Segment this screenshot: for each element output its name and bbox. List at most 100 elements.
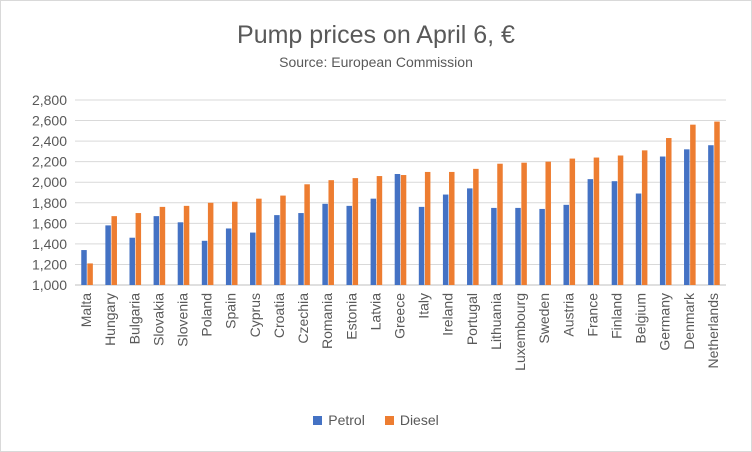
x-tick-label: Netherlands bbox=[705, 293, 721, 369]
bar-petrol-hungary bbox=[105, 225, 111, 285]
bar-diesel-germany bbox=[666, 138, 672, 285]
bar-petrol-latvia bbox=[370, 198, 377, 285]
bar-diesel-portugal bbox=[473, 168, 479, 285]
bar-petrol-denmark bbox=[684, 149, 690, 285]
x-tick-label: Greece bbox=[392, 293, 408, 339]
bar-petrol-bulgaria bbox=[129, 237, 135, 285]
bar-petrol-slovenia bbox=[177, 222, 184, 285]
x-tick-label: Lithuania bbox=[488, 293, 504, 350]
legend: Petrol Diesel bbox=[1, 412, 751, 428]
x-tick-label: Croatia bbox=[271, 293, 287, 338]
x-tick-label: Ireland bbox=[440, 293, 456, 336]
bar-petrol-greece bbox=[394, 174, 401, 285]
x-tick-label: Belgium bbox=[633, 293, 649, 344]
x-tick-label: Denmark bbox=[681, 292, 697, 350]
y-tick-label: 2,000 bbox=[32, 174, 67, 190]
bar-diesel-croatia bbox=[280, 195, 286, 285]
y-tick-labels: 1,000 1,200 1,400 1,600 1,800 2,000 2,200 2,400… bbox=[32, 92, 67, 293]
x-tick-labels: Malta Hungary Bulgaria Slovakia Slovenia Pola… bbox=[78, 292, 721, 371]
x-tick-label: Bulgaria bbox=[126, 293, 142, 345]
x-tick-label: Malta bbox=[78, 293, 94, 327]
bar-petrol-italy bbox=[418, 206, 425, 285]
chart-subtitle: Source: European Commission bbox=[279, 54, 473, 70]
bar-petrol-romania bbox=[322, 203, 328, 285]
bar-diesel-denmark bbox=[690, 124, 696, 286]
legend-label-diesel: Diesel bbox=[399, 412, 439, 428]
bar-diesel-italy bbox=[424, 171, 431, 285]
bar-diesel-belgium bbox=[641, 150, 648, 285]
bar-petrol-ireland bbox=[442, 194, 449, 285]
x-tick-label: Portugal bbox=[464, 293, 480, 345]
y-tick-label: 1,000 bbox=[32, 277, 67, 293]
bar-diesel-austria bbox=[569, 158, 576, 285]
legend-item-diesel: Diesel bbox=[384, 412, 439, 428]
x-tick-label: Austria bbox=[560, 293, 576, 337]
bar-diesel-hungary bbox=[111, 216, 117, 285]
bar-diesel-slovakia bbox=[159, 206, 166, 285]
x-tick-label: Sweden bbox=[536, 293, 552, 344]
x-tick-label: Poland bbox=[199, 293, 215, 337]
bar-diesel-finland bbox=[617, 155, 624, 285]
bar-petrol-portugal bbox=[467, 188, 473, 285]
legend-label-petrol: Petrol bbox=[328, 412, 365, 428]
y-tick-label: 2,200 bbox=[32, 154, 67, 170]
bar-petrol-cyprus bbox=[250, 232, 256, 285]
chart-title: Pump prices on April 6, € bbox=[237, 21, 515, 49]
bar-petrol-malta bbox=[81, 250, 87, 285]
bar-petrol-estonia bbox=[346, 205, 352, 285]
bar-petrol-finland bbox=[611, 181, 618, 285]
bar-petrol-france bbox=[587, 179, 594, 285]
x-tick-label: Estonia bbox=[343, 293, 359, 340]
legend-swatch-diesel bbox=[384, 415, 394, 425]
bar-diesel-slovenia bbox=[183, 205, 190, 285]
x-tick-label: Finland bbox=[609, 293, 625, 339]
x-tick-label: Hungary bbox=[102, 293, 118, 346]
y-tick-label: 2,400 bbox=[32, 133, 67, 149]
bars bbox=[81, 121, 720, 286]
bar-diesel-romania bbox=[328, 180, 334, 285]
bar-diesel-latvia bbox=[376, 176, 383, 285]
bar-diesel-malta bbox=[87, 263, 93, 285]
bar-petrol-austria bbox=[563, 204, 569, 285]
bar-petrol-belgium bbox=[635, 193, 642, 285]
bar-petrol-slovakia bbox=[153, 216, 160, 285]
x-tick-label: Latvia bbox=[367, 293, 383, 331]
y-tick-label: 2,800 bbox=[32, 92, 67, 108]
x-tick-label: France bbox=[584, 293, 600, 337]
bar-diesel-ireland bbox=[449, 171, 455, 285]
bar-diesel-sweden bbox=[545, 161, 551, 285]
bar-petrol-croatia bbox=[274, 215, 280, 285]
bar-petrol-spain bbox=[225, 228, 232, 285]
x-tick-label: Slovakia bbox=[150, 293, 166, 346]
x-tick-label: Czechia bbox=[295, 293, 311, 344]
x-tick-label: Luxembourg bbox=[512, 293, 528, 371]
y-tick-label: 1,800 bbox=[32, 195, 67, 211]
x-tick-label: Slovenia bbox=[175, 293, 191, 347]
bar-petrol-germany bbox=[659, 156, 666, 285]
x-tick-label: Cyprus bbox=[247, 293, 263, 337]
bar-petrol-netherlands bbox=[708, 145, 714, 285]
x-tick-label: Germany bbox=[657, 293, 673, 351]
y-tick-label: 2,600 bbox=[32, 113, 67, 129]
bar-diesel-greece bbox=[400, 175, 407, 285]
legend-item-petrol: Petrol bbox=[313, 412, 365, 428]
bar-diesel-luxembourg bbox=[521, 162, 527, 285]
x-tick-label: Romania bbox=[319, 293, 335, 349]
bar-petrol-sweden bbox=[539, 208, 545, 285]
bar-diesel-spain bbox=[232, 201, 238, 285]
bar-petrol-czechia bbox=[298, 213, 304, 285]
bar-petrol-luxembourg bbox=[515, 207, 521, 285]
bar-diesel-poland bbox=[207, 202, 214, 285]
x-tick-label: Spain bbox=[223, 293, 239, 329]
bar-diesel-bulgaria bbox=[135, 213, 142, 285]
gridlines bbox=[75, 99, 726, 286]
bar-diesel-cyprus bbox=[256, 198, 262, 285]
bar-diesel-netherlands bbox=[714, 121, 720, 285]
y-tick-label: 1,200 bbox=[32, 256, 67, 272]
bar-petrol-poland bbox=[201, 240, 208, 285]
bar-diesel-france bbox=[593, 157, 600, 285]
bar-petrol-lithuania bbox=[491, 207, 497, 285]
x-tick-label: Italy bbox=[416, 293, 432, 319]
